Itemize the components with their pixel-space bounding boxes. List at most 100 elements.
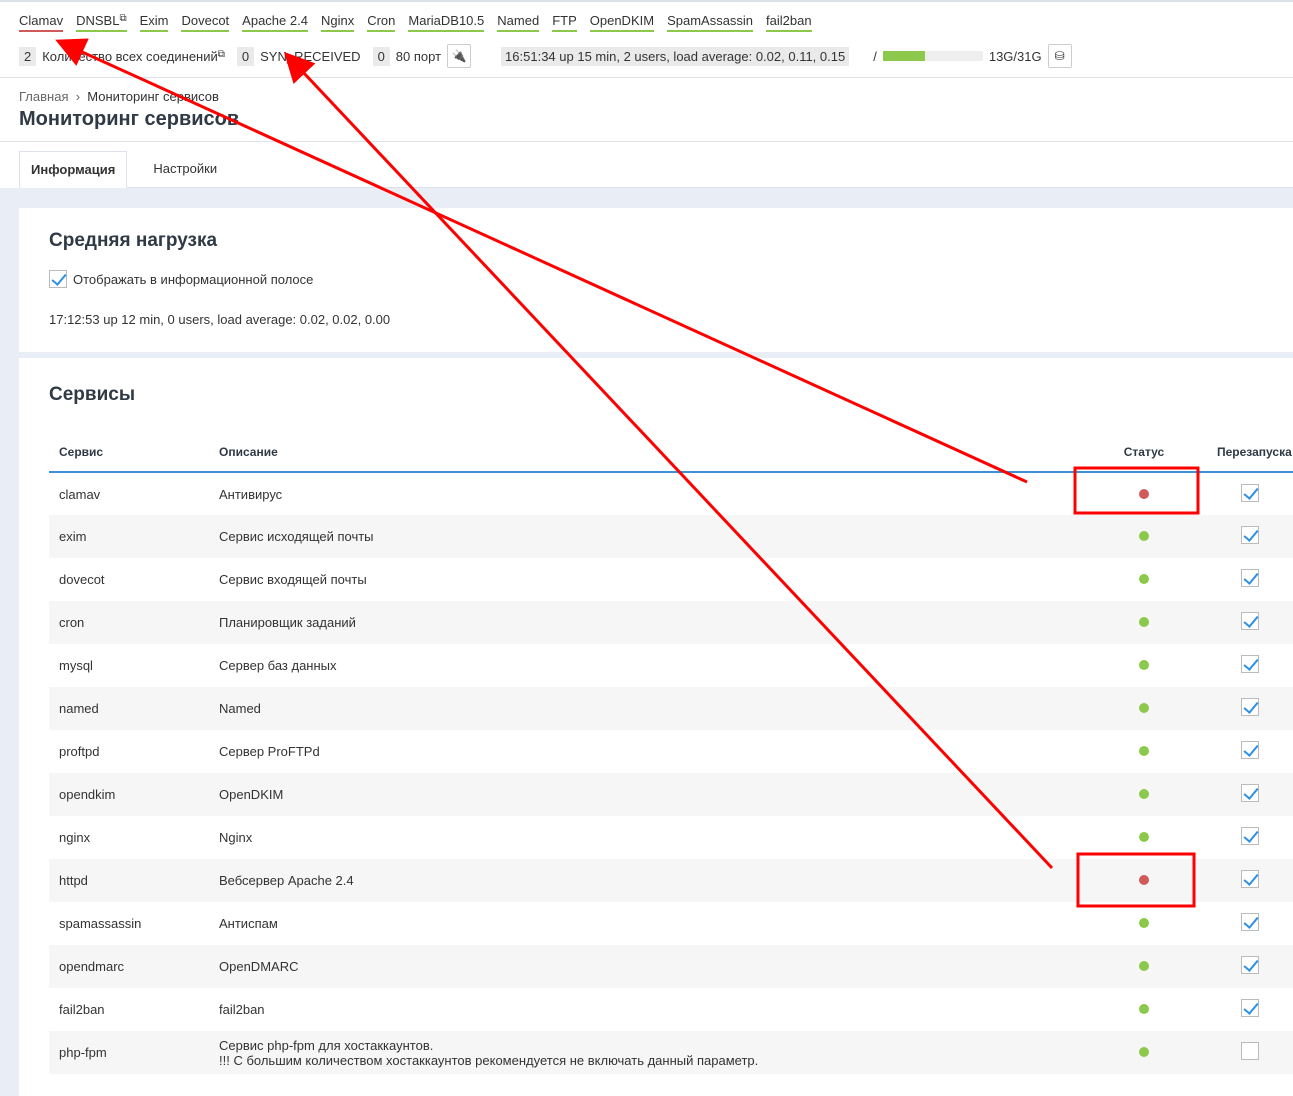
service-link-nginx[interactable]: Nginx [320,13,355,32]
service-description: Планировщик заданий [209,601,1089,644]
restart-cell [1199,601,1293,644]
restart-checkbox[interactable] [1241,827,1259,845]
connections-link[interactable]: Количество всех соединений⧉ [42,48,225,64]
breadcrumb-home[interactable]: Главная [19,89,69,104]
restart-checkbox[interactable] [1241,999,1259,1017]
breadcrumb: Главная › Мониторинг сервисов [19,89,219,104]
plug-icon-button[interactable]: 🔌 [447,44,472,68]
service-description: Сервер баз данных [209,644,1089,687]
connections-count: 2 [19,46,37,66]
load-card: Средняя нагрузка Отображать в информацио… [19,208,1293,352]
services-table: Сервис Описание Статус Перезапуска clama… [49,433,1293,1074]
restart-cell [1199,859,1293,902]
show-in-bar-label: Отображать в информационной полосе [73,271,314,287]
restart-checkbox[interactable] [1241,483,1259,502]
service-description: OpenDKIM [209,773,1089,816]
status-dot-icon [1139,617,1149,627]
restart-checkbox[interactable] [1241,870,1259,888]
service-link-label: Exim [139,13,169,28]
service-links: Clamav DNSBL⧉ Exim Dovecot Apache 2.4 Nginx Cr… [19,13,812,32]
load-value: 17:12:53 up 12 min, 0 users, load averag… [49,312,391,327]
restart-checkbox[interactable] [1241,569,1259,587]
status-cell [1089,558,1199,601]
port-label: 80 порт [395,48,442,64]
restart-checkbox[interactable] [1241,655,1259,673]
description-line: Сервис входящей почты [219,572,367,587]
tab-settings[interactable]: Настройки [153,161,218,176]
status-cell [1089,902,1199,945]
status-dot-icon [1139,918,1149,928]
external-link-icon: ⧉ [119,13,127,24]
status-dot-icon [1139,875,1149,885]
description-line: Сервис php-fpm для хостаккаунтов. [219,1037,434,1053]
service-name: opendmarc [49,945,209,988]
description-line: Named [219,701,261,716]
restart-cell [1199,730,1293,773]
stats-row: 2 Количество всех соединений⧉ 0 SYN_RECE… [19,44,1072,68]
table-row: php-fpm Сервис php-fpm для хостаккаунтов… [49,1031,1293,1074]
service-link-label: Apache 2.4 [242,13,308,28]
page-title: Мониторинг сервисов [19,108,240,130]
status-dot-icon [1139,746,1149,756]
divider [0,141,1293,142]
description-line: Сервер ProFTPd [219,744,320,759]
service-name: opendkim [49,773,209,816]
service-description: Вебсервер Apache 2.4 [209,859,1089,902]
status-dot-icon [1139,660,1149,670]
status-cell [1089,1031,1199,1074]
port-count: 0 [372,46,390,66]
service-link-dovecot[interactable]: Dovecot [181,13,230,32]
service-link-ftp[interactable]: FTP [552,13,577,32]
restart-checkbox[interactable] [1241,956,1259,974]
breadcrumb-separator: › [75,89,81,104]
restart-checkbox[interactable] [1241,612,1259,630]
table-row: httpd Вебсервер Apache 2.4 [49,859,1293,902]
services-card: Сервисы Сервис Описание Статус Перезапус… [19,358,1293,1096]
service-link-label: MariaDB10.5 [408,13,485,28]
service-description: Антиспам [209,902,1089,945]
show-in-bar-checkbox[interactable] [49,270,67,288]
uptime-text: 16:51:34 up 15 min, 2 users, load averag… [501,46,850,66]
service-link-exim[interactable]: Exim [139,13,169,32]
description-line: fail2ban [219,1002,265,1017]
restart-checkbox[interactable] [1241,741,1259,759]
service-link-label: Clamav [19,13,64,28]
status-cell [1089,859,1199,902]
table-row: nginx Nginx [49,816,1293,859]
restart-checkbox[interactable] [1241,526,1259,544]
services-title: Сервисы [49,384,136,405]
tab-info[interactable]: Информация [19,151,128,188]
table-row: fail2ban fail2ban [49,988,1293,1031]
service-link-fail2ban[interactable]: fail2ban [766,13,812,32]
service-name: exim [49,515,209,558]
service-link-mariadb10-5[interactable]: MariaDB10.5 [408,13,485,32]
restart-checkbox[interactable] [1241,698,1259,716]
service-name: mysql [59,658,93,673]
service-name: fail2ban [59,1002,105,1017]
disk-icon-button[interactable]: ⛁ [1047,44,1072,68]
description-line: Планировщик заданий [219,615,356,630]
service-link-label: OpenDKIM [589,13,655,28]
restart-cell [1199,472,1293,515]
external-link-icon: ⧉ [217,48,225,60]
service-link-apache-2-4[interactable]: Apache 2.4 [242,13,308,32]
service-link-named[interactable]: Named [497,13,540,32]
service-link-spamassassin[interactable]: SpamAssassin [667,13,754,32]
service-link-dnsbl[interactable]: DNSBL⧉ [76,13,127,32]
syn-label: SYN_RECEIVED [260,48,361,64]
service-name: httpd [49,859,209,902]
service-description: Nginx [209,816,1089,859]
restart-cell [1199,687,1293,730]
service-name: spamassassin [59,916,142,931]
service-link-opendkim[interactable]: OpenDKIM [589,13,655,32]
restart-cell [1199,644,1293,687]
service-link-label: SpamAssassin [667,13,754,28]
service-link-cron[interactable]: Cron [367,13,396,32]
service-link-clamav[interactable]: Clamav [19,13,64,32]
status-cell [1089,945,1199,988]
restart-checkbox[interactable] [1241,784,1259,802]
restart-checkbox[interactable] [1241,1042,1259,1060]
restart-checkbox[interactable] [1241,913,1259,931]
service-description: OpenDMARC [209,945,1089,988]
status-cell [1089,644,1199,687]
